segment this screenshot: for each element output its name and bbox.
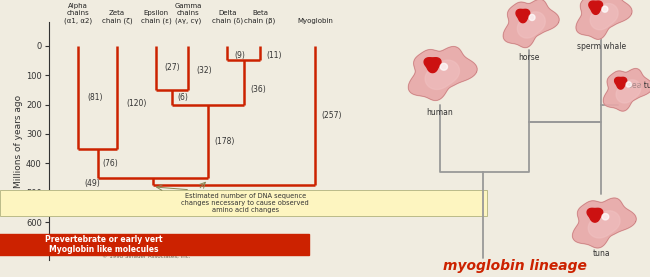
- Text: Alpha
chains
(α1, α2): Alpha chains (α1, α2): [64, 2, 92, 24]
- Polygon shape: [573, 198, 636, 248]
- Polygon shape: [516, 9, 530, 23]
- Text: (27): (27): [164, 63, 180, 72]
- Polygon shape: [589, 1, 603, 14]
- Text: (257): (257): [322, 111, 343, 120]
- Text: sea turtle: sea turtle: [629, 81, 650, 90]
- Text: (81): (81): [88, 93, 103, 102]
- Polygon shape: [425, 60, 460, 89]
- Text: Zeta
chain (ζ): Zeta chain (ζ): [101, 10, 133, 24]
- Polygon shape: [440, 63, 447, 70]
- Polygon shape: [408, 47, 477, 101]
- Text: Gamma
chains
(ᴀγ, ᴄγ): Gamma chains (ᴀγ, ᴄγ): [175, 2, 202, 24]
- Text: (32): (32): [196, 66, 213, 75]
- FancyBboxPatch shape: [0, 234, 309, 255]
- Text: human: human: [426, 108, 453, 117]
- Polygon shape: [602, 6, 608, 12]
- Text: Estimated number of DNA sequence
changes necessary to cause observed
amino acid : Estimated number of DNA sequence changes…: [181, 193, 309, 213]
- Text: Epsilon
chain (ε): Epsilon chain (ε): [140, 10, 172, 24]
- Text: © 1998 Sinauer Associates, Inc.: © 1998 Sinauer Associates, Inc.: [102, 253, 190, 258]
- Text: Delta
chain (δ): Delta chain (δ): [212, 10, 243, 24]
- Polygon shape: [424, 58, 441, 73]
- Text: Prevertebrate or early vert
Myoglobin like molecules: Prevertebrate or early vert Myoglobin li…: [46, 235, 162, 254]
- Text: myoglobin lineage: myoglobin lineage: [443, 259, 587, 273]
- Text: Beta
chain (β): Beta chain (β): [244, 10, 276, 24]
- Text: (178): (178): [214, 137, 235, 146]
- Text: tuna: tuna: [593, 249, 610, 258]
- Y-axis label: Millions of years ago: Millions of years ago: [14, 95, 23, 188]
- Text: (36): (36): [250, 85, 266, 94]
- Polygon shape: [576, 0, 632, 39]
- Text: (120): (120): [127, 99, 147, 107]
- Text: horse: horse: [518, 53, 540, 61]
- FancyBboxPatch shape: [0, 190, 488, 216]
- Polygon shape: [602, 214, 609, 220]
- Polygon shape: [587, 208, 603, 222]
- Polygon shape: [529, 14, 535, 20]
- Polygon shape: [603, 68, 650, 111]
- Polygon shape: [590, 4, 618, 30]
- Polygon shape: [616, 80, 641, 103]
- Polygon shape: [588, 211, 620, 238]
- Text: (76): (76): [102, 159, 118, 168]
- Polygon shape: [615, 77, 627, 89]
- Text: sperm whale: sperm whale: [577, 42, 626, 50]
- Text: Myoglobin: Myoglobin: [297, 18, 333, 24]
- Polygon shape: [517, 12, 545, 38]
- Text: (9): (9): [234, 51, 245, 60]
- Text: (49): (49): [84, 179, 100, 188]
- Polygon shape: [626, 82, 631, 87]
- Polygon shape: [503, 0, 559, 48]
- Text: (6): (6): [177, 93, 188, 102]
- Text: (11): (11): [266, 51, 282, 60]
